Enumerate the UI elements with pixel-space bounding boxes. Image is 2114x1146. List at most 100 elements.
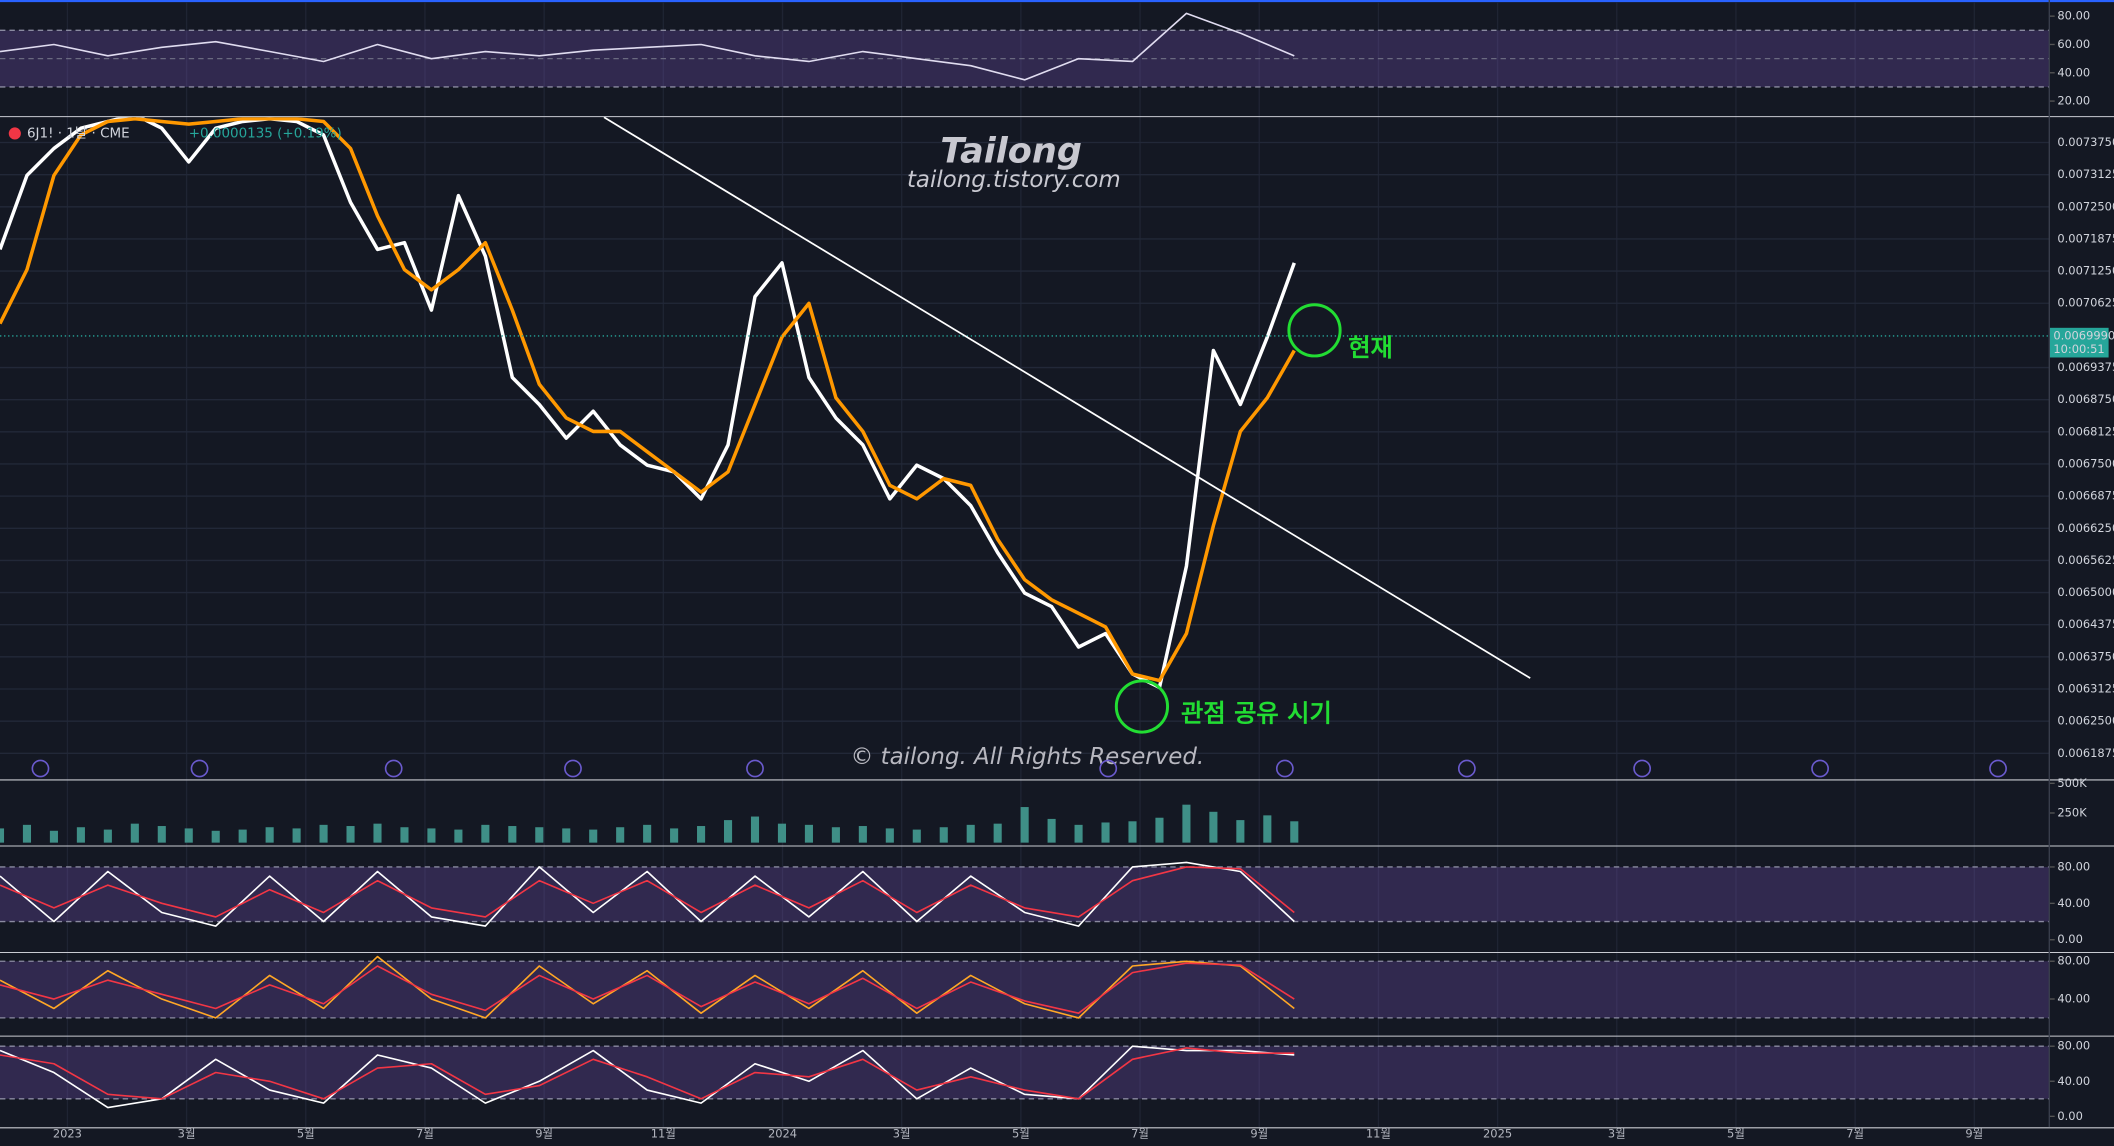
series-line: [0, 955, 1295, 1019]
series-line: [0, 861, 1295, 927]
volume-bar: [723, 820, 733, 843]
volume-bar: [400, 827, 409, 843]
volume-bar: [535, 827, 544, 843]
pane: [0, 12, 2050, 88]
series-line: [0, 117, 1296, 690]
change: +0.0000135 (+0.19%): [189, 125, 342, 141]
volume-bar: [265, 827, 274, 843]
y-tick-label: 0.0061875: [2057, 746, 2114, 760]
volume-bar: [939, 827, 948, 843]
series-line: [0, 117, 1296, 683]
symbol-icon: [8, 127, 21, 140]
volume-bar: [1290, 821, 1299, 843]
volume-bar: [0, 828, 5, 843]
x-tick-label: 5월: [297, 1126, 315, 1140]
x-tick-label: 5월: [1727, 1126, 1745, 1140]
y-tick-label: 0.0068750: [2057, 392, 2114, 406]
volume-bar: [750, 816, 760, 843]
x-tick-label: 11월: [1366, 1126, 1391, 1140]
volume-bar: [508, 826, 517, 843]
volume-bar: [1101, 822, 1110, 843]
volume-bar: [1047, 818, 1056, 843]
volume-bar: [804, 824, 813, 843]
watermark-site: tailong.tistory.com: [907, 167, 1121, 193]
volume-bar: [76, 827, 85, 843]
volume-bar: [1074, 824, 1083, 843]
y-tick-label: 0.0067500: [2057, 456, 2114, 470]
y-tick-label: 250K: [2057, 805, 2087, 819]
y-tick-label: 80.00: [2057, 859, 2090, 873]
volume-bar: [1128, 821, 1137, 843]
y-tick-label: 0.0064375: [2057, 617, 2114, 631]
x-tick-label: 11월: [651, 1126, 676, 1140]
volume-bar: [1209, 811, 1218, 843]
x-tick-label: 3월: [893, 1126, 911, 1140]
y-tick-label: 0.0068125: [2057, 424, 2114, 438]
y-tick-label: 40.00: [2057, 1074, 2090, 1088]
volume-bar: [643, 824, 652, 843]
y-tick-label: 0.0062500: [2057, 714, 2114, 728]
volume-bar: [49, 830, 58, 843]
y-tick-label: 0.0063125: [2057, 682, 2114, 696]
volume-bar: [481, 824, 490, 843]
x-tick-label: 7월: [416, 1126, 434, 1140]
y-tick-label: 0.0069375: [2057, 360, 2114, 374]
last-price-box: [2049, 327, 2109, 358]
y-tick-label: 0.00: [2057, 932, 2082, 946]
series-line: [0, 12, 1295, 81]
y-tick-label: 60.00: [2057, 37, 2090, 51]
watermark-title: Tailong: [940, 130, 1082, 171]
volume-bar: [103, 829, 112, 843]
x-tick-label: 3월: [1608, 1126, 1626, 1140]
volume-bar: [130, 823, 139, 843]
series-line: [0, 1047, 1295, 1100]
volume-bar: [1236, 820, 1245, 843]
volume-bar: [670, 828, 679, 843]
volume-bar: [184, 828, 193, 843]
x-tick-label: 7월: [1846, 1126, 1864, 1140]
annotation: 현재: [1348, 333, 1393, 362]
y-tick-label: 500K: [2057, 776, 2087, 790]
pane: [0, 955, 2050, 1019]
x-tick-label: 3월: [178, 1126, 196, 1140]
volume-bar: [454, 829, 463, 843]
volume-bar: [912, 829, 921, 843]
trend-line: [603, 116, 1531, 679]
volume-bar: [1155, 817, 1164, 843]
series-line: [0, 866, 1295, 918]
series-line: [0, 962, 1295, 1015]
y-tick-label: 0.0065000: [2057, 585, 2114, 599]
pane: [0, 1045, 2050, 1109]
y-tick-label: 40.00: [2057, 896, 2090, 910]
x-tick-label: 9월: [1965, 1126, 1983, 1140]
y-tick-label: 0.00: [2057, 1109, 2082, 1123]
y-tick-label: 0.0066875: [2057, 489, 2114, 503]
y-tick-label: 0.0065625: [2057, 553, 2114, 567]
volume-bar: [427, 828, 436, 843]
y-tick-label: 0.0070625: [2057, 296, 2114, 310]
pane: [0, 861, 2050, 927]
volume-bar: [993, 823, 1002, 843]
band: [0, 1046, 2050, 1099]
y-tick-label: 40.00: [2057, 992, 2090, 1006]
volume-bar: [1020, 807, 1029, 843]
y-tick-label: 80.00: [2057, 954, 2090, 968]
last-price-label: 0.0069990: [2053, 328, 2114, 342]
volume-bar: [1182, 804, 1191, 843]
pane: [0, 804, 1299, 843]
volume-bar: [292, 828, 301, 843]
entry-circle: [1114, 679, 1170, 734]
volume-bar: [238, 829, 247, 843]
volume-bar: [966, 824, 975, 843]
volume-bar: [616, 827, 625, 843]
volume-bar: [831, 827, 840, 843]
y-tick-label: 0.0073125: [2057, 167, 2114, 181]
x-tick-label: 9월: [1250, 1126, 1268, 1140]
pane: [0, 117, 2050, 754]
volume-bar: [777, 823, 787, 843]
volume-bar: [157, 826, 166, 843]
volume-bar: [562, 828, 571, 843]
volume-bar: [373, 823, 382, 843]
